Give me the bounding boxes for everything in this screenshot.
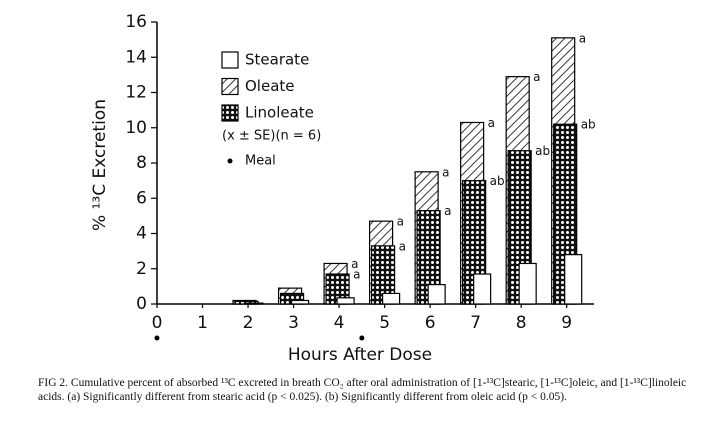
legend-label: Linoleate (245, 104, 314, 122)
x-tick-label: 5 (379, 313, 390, 333)
y-tick-label: 2 (136, 259, 147, 279)
legend-label: Oleate (245, 77, 295, 95)
legend-meal-label: Meal (245, 154, 276, 169)
legend-swatch (221, 104, 239, 122)
x-tick-label: 4 (334, 313, 345, 333)
meal-marker (154, 335, 160, 341)
significance-label: a (351, 257, 358, 271)
y-tick-label: 0 (136, 294, 147, 314)
x-tick-label: 0 (152, 313, 163, 333)
caption: FIG 2. Cumulative percent of absorbed ¹³… (38, 377, 687, 403)
significance-label: ab (535, 144, 550, 158)
meal-marker (359, 335, 365, 341)
y-axis-label: % ¹³C Excretion (90, 99, 110, 231)
x-tick-label: 1 (197, 313, 208, 333)
bar (290, 299, 310, 305)
legend-swatch (221, 51, 239, 69)
x-tick-label: 3 (288, 313, 299, 333)
legend-label: Stearate (245, 51, 309, 69)
legend-meal-dot (227, 158, 233, 164)
legend-note: (x ± SE)(n = 6) (222, 129, 321, 144)
y-tick-label: 14 (125, 47, 147, 67)
x-tick-label: 2 (243, 313, 254, 333)
significance-label: a (397, 215, 404, 229)
x-tick-label: 8 (516, 313, 527, 333)
significance-label: a (533, 70, 540, 84)
y-tick-label: 4 (136, 224, 147, 244)
y-tick-label: 8 (136, 153, 147, 173)
legend-swatch (221, 77, 239, 96)
significance-label: a (399, 239, 406, 253)
y-tick-label: 10 (125, 118, 147, 138)
significance-label: ab (581, 118, 596, 132)
significance-label: a (579, 31, 586, 45)
y-tick-label: 6 (136, 188, 147, 208)
significance-label: a (353, 268, 360, 282)
significance-label: a (444, 204, 451, 218)
x-tick-label: 9 (561, 313, 572, 333)
bar (336, 297, 355, 305)
bar (473, 273, 492, 305)
x-tick-label: 6 (425, 313, 436, 333)
bar (382, 292, 401, 305)
chart: % ¹³C Excretion Hours After Dose 0246810… (90, 12, 596, 365)
bar (518, 262, 537, 305)
significance-label: ab (490, 174, 505, 188)
y-tick-label: 16 (125, 12, 147, 32)
bar (564, 254, 583, 305)
bar (427, 284, 446, 305)
x-tick-label: 7 (470, 313, 481, 333)
y-tick-label: 12 (125, 83, 147, 103)
significance-label: a (442, 165, 449, 179)
significance-label: a (488, 116, 495, 130)
bar (245, 302, 264, 305)
x-axis-label: Hours After Dose (288, 345, 432, 365)
